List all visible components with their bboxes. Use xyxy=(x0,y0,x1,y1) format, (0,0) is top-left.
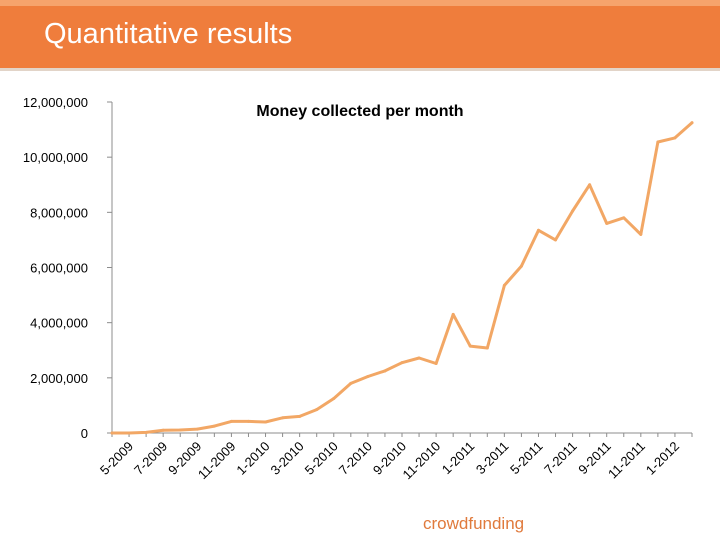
x-tick-label: 5-2011 xyxy=(507,439,546,478)
data-point xyxy=(195,427,199,431)
x-axis: 5-20097-20099-200911-20091-20103-20105-2… xyxy=(97,432,693,483)
data-point xyxy=(127,431,131,435)
data-point xyxy=(502,283,506,287)
data-point xyxy=(451,312,455,316)
data-point xyxy=(605,221,609,225)
data-point xyxy=(315,408,319,412)
data-point xyxy=(639,232,643,236)
data-point xyxy=(536,228,540,232)
y-tick-label: 4,000,000 xyxy=(30,316,88,331)
data-point xyxy=(485,346,489,350)
slide-title: Quantitative results xyxy=(44,18,293,50)
x-tick-label: 1-2012 xyxy=(643,439,682,478)
data-point xyxy=(554,238,558,242)
x-tick-label: 11-2010 xyxy=(400,439,444,483)
y-tick-label: 12,000,000 xyxy=(23,95,88,110)
y-tick-label: 6,000,000 xyxy=(30,261,88,276)
money-line-chart: Money collected per month 0 2,000,000 4,00… xyxy=(23,95,694,483)
series-layer xyxy=(110,121,694,435)
x-tick-label: 5-2010 xyxy=(302,439,341,478)
data-point xyxy=(229,419,233,423)
data-point xyxy=(144,430,148,434)
x-tick-label: 7-2010 xyxy=(336,439,375,478)
data-point xyxy=(673,136,677,140)
y-tick-label: 2,000,000 xyxy=(30,371,88,386)
data-point xyxy=(588,183,592,187)
y-tick-label: 10,000,000 xyxy=(23,150,88,165)
data-point xyxy=(434,361,438,365)
data-point xyxy=(212,424,216,428)
x-tick-label: 1-2011 xyxy=(439,439,478,478)
data-point xyxy=(417,356,421,360)
data-point xyxy=(656,140,660,144)
header-background xyxy=(0,0,720,70)
header-top-stripe xyxy=(0,0,720,6)
data-point xyxy=(161,428,165,432)
x-tick-label: 3-2011 xyxy=(473,439,512,478)
x-tick-label: 11-2011 xyxy=(605,439,648,482)
data-point xyxy=(383,369,387,373)
data-point xyxy=(110,431,114,435)
x-tick-label: 11-2009 xyxy=(195,439,239,483)
slide-header: Quantitative results xyxy=(0,0,720,72)
y-tick-label: 8,000,000 xyxy=(30,205,88,220)
data-point xyxy=(690,121,694,125)
data-point xyxy=(349,381,353,385)
x-tick-label: 7-2009 xyxy=(131,439,170,478)
series-line-money-collected xyxy=(110,121,694,435)
footer-label: crowdfunding xyxy=(423,514,525,533)
x-tick-label: 5-2009 xyxy=(97,439,136,478)
x-tick-label: 7-2011 xyxy=(541,439,580,478)
y-axis: 0 2,000,000 4,000,000 6,000,000 8,000,000 10,… xyxy=(23,95,113,441)
header-banner xyxy=(0,0,720,71)
data-point xyxy=(178,428,182,432)
y-tick-label: 0 xyxy=(81,426,88,441)
x-tick-label: 3-2010 xyxy=(268,439,307,478)
data-point xyxy=(400,361,404,365)
data-point xyxy=(332,397,336,401)
data-point xyxy=(298,414,302,418)
data-point xyxy=(246,419,250,423)
data-point xyxy=(366,374,370,378)
data-point xyxy=(519,264,523,268)
x-tick-label: 1-2010 xyxy=(233,439,272,478)
data-point xyxy=(622,216,626,220)
header-shadow xyxy=(0,68,720,71)
chart-title: Money collected per month xyxy=(256,103,463,120)
data-point xyxy=(571,209,575,213)
data-point xyxy=(468,344,472,348)
data-point xyxy=(281,416,285,420)
data-point xyxy=(264,420,268,424)
